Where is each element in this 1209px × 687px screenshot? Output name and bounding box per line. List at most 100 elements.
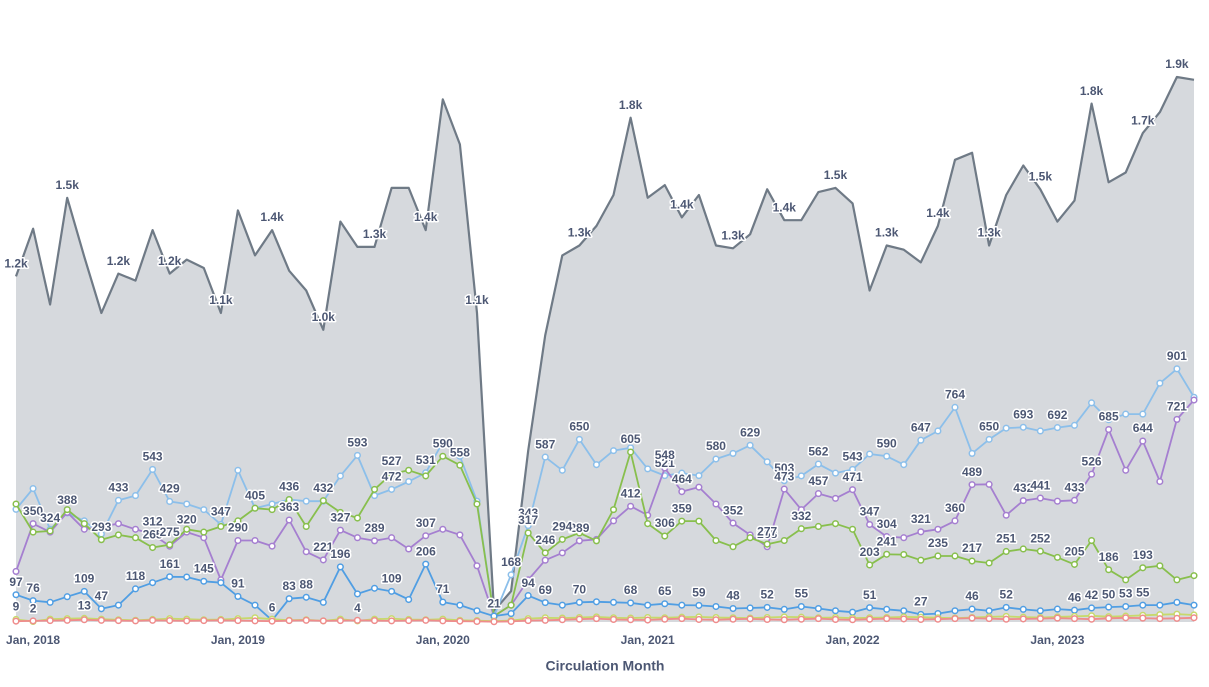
data-label: 9 (13, 600, 20, 614)
data-label: 527 (382, 454, 402, 468)
point (951, 517, 959, 525)
line (14, 75, 1195, 612)
point (712, 602, 720, 611)
point (1139, 614, 1147, 622)
point (1053, 497, 1061, 505)
point (114, 520, 122, 528)
point (729, 543, 737, 551)
data-label: 692 (1047, 408, 1067, 422)
point (183, 500, 191, 508)
data-label: 543 (843, 450, 863, 464)
point (149, 579, 157, 587)
data-label: 277 (757, 524, 777, 538)
point (592, 537, 601, 545)
point (1036, 494, 1044, 502)
point (968, 449, 976, 457)
point (900, 551, 908, 559)
point (780, 477, 788, 485)
point (831, 494, 840, 502)
point (917, 528, 925, 536)
point (883, 533, 891, 541)
point (763, 603, 771, 611)
point (80, 525, 88, 533)
point (883, 452, 891, 460)
point (695, 615, 703, 624)
point (268, 542, 276, 550)
point (456, 601, 464, 609)
data-label: 405 (245, 488, 265, 502)
point (405, 595, 413, 604)
x-tick-label: Jan, 2018 (6, 633, 60, 647)
data-label: 433 (1064, 481, 1084, 495)
point (934, 525, 942, 533)
point (661, 615, 669, 623)
data-label: 347 (211, 505, 231, 519)
point (1139, 564, 1147, 572)
data-label: 644 (1133, 421, 1153, 435)
point (695, 472, 703, 480)
data-label: 203 (860, 545, 880, 559)
data-label: 68 (624, 583, 638, 597)
point (251, 617, 259, 625)
point (63, 616, 71, 624)
data-label: 1.4k (773, 200, 797, 214)
data-label: 235 (928, 536, 948, 550)
point (1053, 605, 1061, 613)
point (285, 595, 293, 603)
data-label: 289 (569, 521, 589, 535)
data-label: 246 (535, 533, 555, 547)
data-label: 265 (143, 528, 163, 542)
data-label: 590 (877, 436, 897, 450)
point (1122, 466, 1130, 474)
point (405, 466, 413, 474)
data-label: 46 (965, 589, 979, 603)
data-label: 605 (621, 432, 641, 446)
data-label: 1.2k (158, 254, 182, 268)
point (780, 605, 788, 613)
point (866, 561, 874, 569)
point (609, 447, 618, 455)
point (149, 616, 157, 624)
data-label: 13 (78, 599, 92, 613)
point (166, 573, 174, 581)
point (217, 579, 225, 587)
data-label: 53 (1119, 587, 1133, 601)
point (1156, 601, 1164, 609)
point (336, 563, 344, 571)
point (1105, 416, 1113, 424)
data-label: 471 (843, 470, 863, 484)
data-label: 4 (354, 601, 361, 615)
point (1002, 615, 1010, 623)
point (336, 508, 344, 516)
point (29, 484, 37, 493)
point (695, 601, 703, 609)
point (814, 490, 822, 498)
point (831, 615, 840, 624)
point (405, 617, 413, 625)
point (1105, 425, 1113, 434)
point (541, 453, 549, 461)
data-label: 1.5k (1029, 170, 1053, 184)
data-label: 473 (774, 469, 794, 483)
data-label: 1.4k (670, 198, 694, 212)
point (592, 461, 601, 469)
point (968, 605, 976, 613)
point (1053, 424, 1061, 432)
point (814, 604, 822, 613)
point (1088, 470, 1096, 478)
point (678, 601, 686, 609)
point (883, 550, 891, 558)
point (1156, 477, 1164, 486)
point (695, 483, 703, 491)
data-label: 590 (433, 436, 453, 450)
point (149, 465, 157, 473)
point (302, 616, 310, 624)
point (268, 500, 276, 508)
point (644, 601, 652, 609)
data-label: 521 (655, 456, 675, 470)
point (234, 592, 242, 600)
point (746, 615, 754, 623)
point (114, 496, 122, 504)
point (131, 534, 140, 542)
